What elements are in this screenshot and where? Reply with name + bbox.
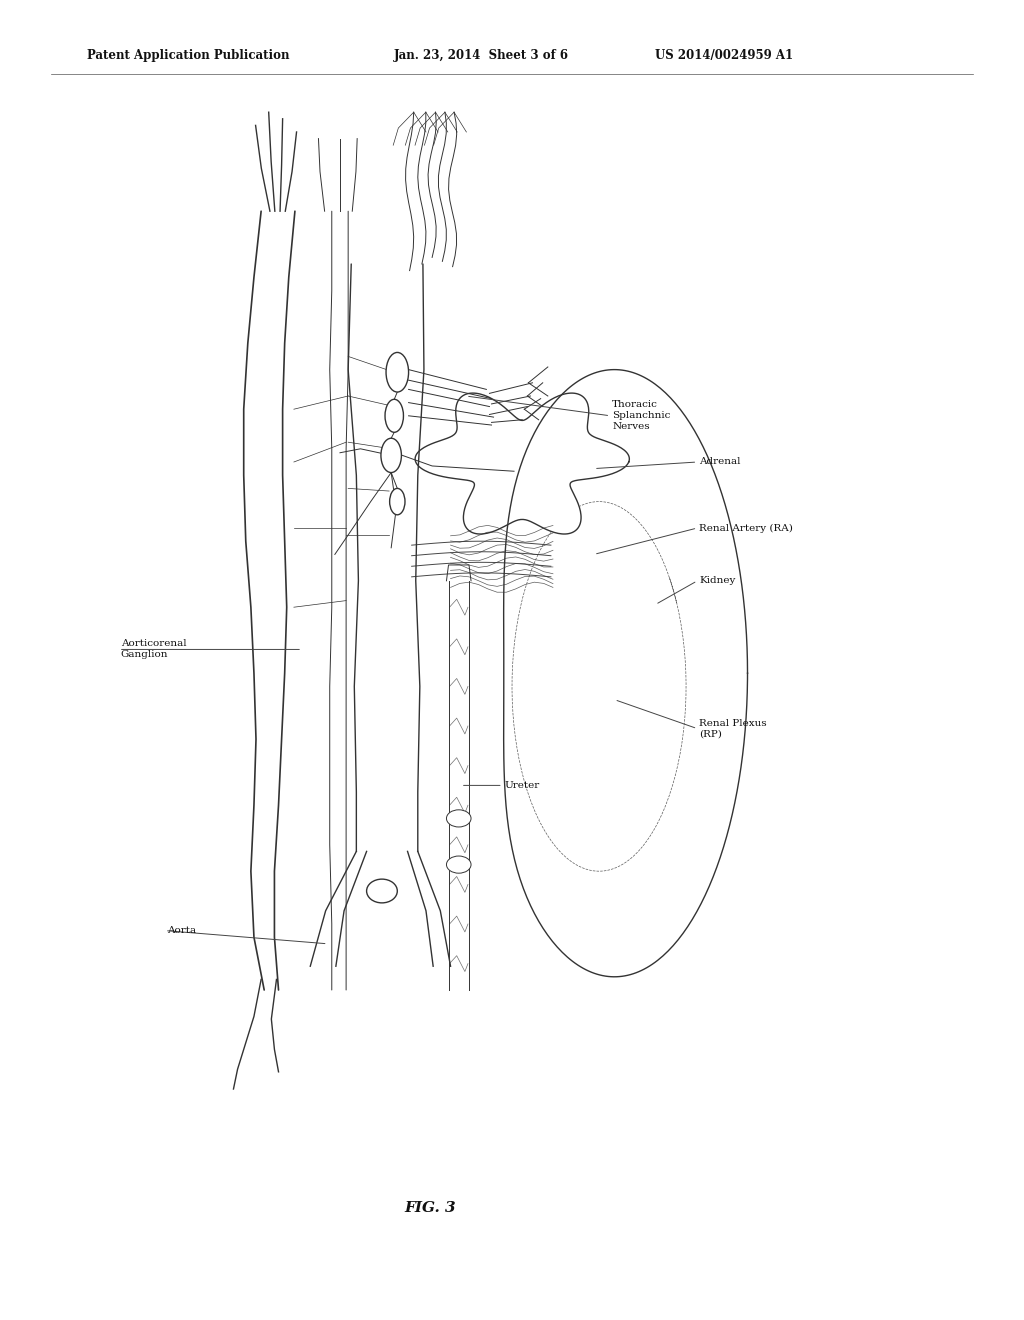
- Text: Thoracic
Splanchnic
Nerves: Thoracic Splanchnic Nerves: [612, 400, 671, 432]
- Text: US 2014/0024959 A1: US 2014/0024959 A1: [655, 49, 794, 62]
- Text: FIG. 3: FIG. 3: [404, 1201, 456, 1214]
- Ellipse shape: [446, 809, 471, 826]
- Polygon shape: [415, 393, 630, 535]
- Ellipse shape: [446, 855, 471, 874]
- Ellipse shape: [381, 438, 401, 473]
- Ellipse shape: [385, 399, 403, 433]
- Ellipse shape: [386, 352, 409, 392]
- Ellipse shape: [389, 488, 406, 515]
- Text: Jan. 23, 2014  Sheet 3 of 6: Jan. 23, 2014 Sheet 3 of 6: [394, 49, 569, 62]
- Text: Aorticorenal
Ganglion: Aorticorenal Ganglion: [121, 639, 186, 660]
- Text: Ureter: Ureter: [505, 781, 540, 789]
- Text: Aorta: Aorta: [167, 927, 196, 935]
- Text: Kidney: Kidney: [699, 577, 736, 585]
- Text: Renal Plexus
(RP): Renal Plexus (RP): [699, 718, 767, 739]
- Ellipse shape: [367, 879, 397, 903]
- Text: Patent Application Publication: Patent Application Publication: [87, 49, 290, 62]
- Text: Renal Artery (RA): Renal Artery (RA): [699, 524, 794, 532]
- Text: Adrenal: Adrenal: [699, 458, 741, 466]
